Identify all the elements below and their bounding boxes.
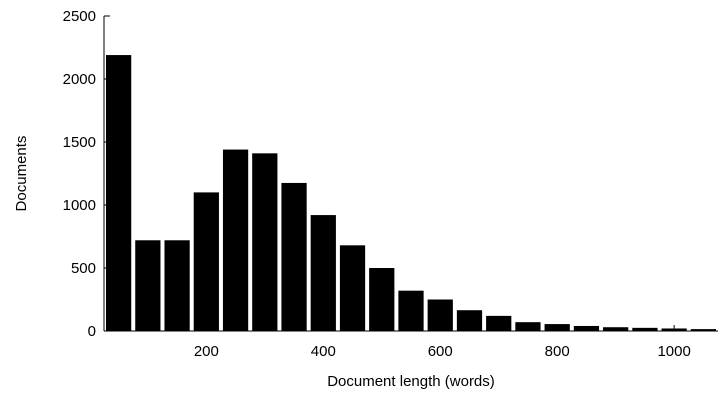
histogram-bar	[573, 325, 600, 331]
x-tick-label: 200	[194, 343, 219, 360]
histogram-bar	[135, 240, 161, 331]
y-tick-label: 500	[71, 260, 96, 277]
x-tick-label: 600	[428, 343, 453, 360]
y-tick-label: 1000	[63, 197, 96, 214]
histogram-bar	[164, 240, 190, 331]
y-axis-ticks: 0 500 1000 1500 2000 2500	[63, 8, 110, 340]
histogram-bar	[603, 327, 629, 331]
y-axis-label: Documents	[13, 136, 30, 212]
x-axis-ticks: 200 400 600 800 1000	[194, 325, 691, 360]
histogram-bar	[222, 149, 249, 331]
x-tick-label: 1000	[657, 343, 690, 360]
x-tick-label: 400	[311, 343, 336, 360]
y-tick-label: 2500	[63, 8, 96, 25]
histogram-bar	[398, 290, 424, 331]
histogram-bar	[690, 329, 716, 331]
histogram-bar	[193, 192, 219, 331]
histogram-bar	[486, 315, 512, 331]
histogram-bar	[515, 322, 541, 331]
y-tick-label: 0	[88, 323, 96, 340]
histogram-bar	[456, 310, 483, 331]
y-tick-label: 1500	[63, 134, 96, 151]
histogram-bar	[632, 327, 658, 331]
bars-group	[106, 55, 716, 332]
histogram-bar	[281, 182, 307, 331]
histogram-bar	[339, 245, 366, 331]
x-axis-label: Document length (words)	[327, 373, 495, 390]
histogram-bar	[369, 268, 395, 331]
histogram-bar	[310, 215, 336, 331]
histogram-bar	[252, 153, 278, 331]
y-tick-label: 2000	[63, 71, 96, 88]
histogram-bar	[106, 55, 132, 332]
x-tick-label: 800	[545, 343, 570, 360]
